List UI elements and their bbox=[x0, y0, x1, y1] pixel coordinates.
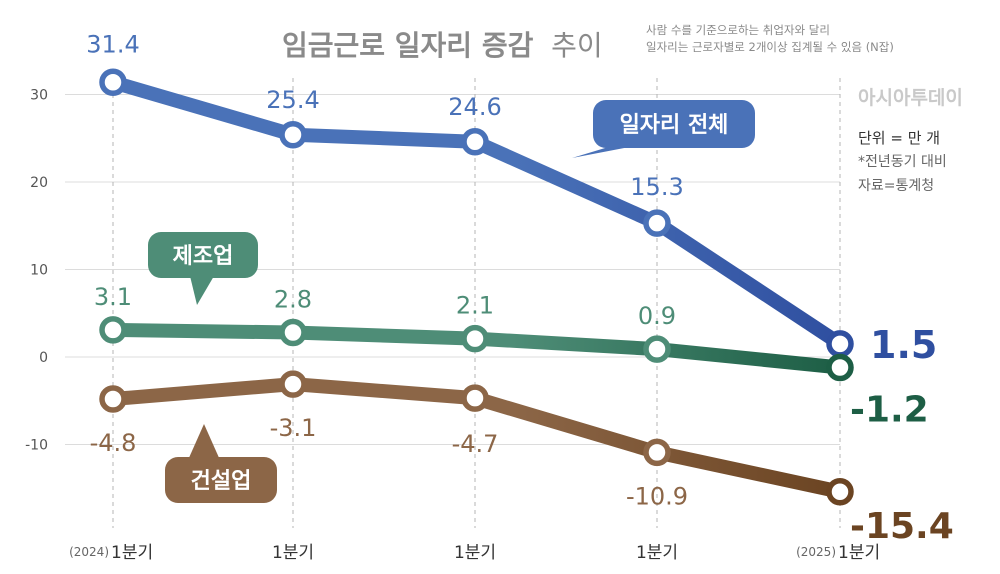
x-tick: 1분기 bbox=[272, 543, 314, 563]
callout-tail-construction bbox=[188, 424, 220, 460]
data-point-construction bbox=[279, 370, 307, 398]
data-label-total: 15.3 bbox=[630, 173, 683, 201]
y-tick-label: 30 bbox=[30, 88, 48, 104]
x-tick: (2025) 1분기 bbox=[796, 543, 880, 563]
data-label-construction: -4.8 bbox=[90, 429, 137, 457]
data-point-construction bbox=[461, 384, 489, 412]
data-label-manufacturing: 3.1 bbox=[94, 283, 132, 311]
callout-tail-total bbox=[572, 145, 640, 158]
data-point-manufacturing bbox=[643, 335, 671, 363]
data-point-manufacturing bbox=[279, 318, 307, 347]
chart-title-bold: 임금근로 일자리 증감 bbox=[282, 29, 534, 62]
callout-manufacturing: 제조업 bbox=[148, 232, 258, 305]
y-tick-label: 10 bbox=[30, 263, 48, 279]
series-points bbox=[99, 68, 854, 506]
y-axis-ticks: 30 20 10 0 -10 bbox=[25, 88, 48, 454]
x-tick: (2024) 1분기 bbox=[69, 543, 153, 563]
unit-note: 단위 = 만 개 bbox=[858, 129, 940, 147]
brand-logo: 아시아투데이 bbox=[858, 87, 963, 109]
data-point-construction bbox=[643, 438, 671, 467]
data-label-construction: -4.7 bbox=[452, 430, 499, 458]
chart-note-line1: 사람 수를 기준으로하는 취업자와 달리 bbox=[646, 23, 830, 37]
x-tick-year: (2024) bbox=[69, 545, 109, 559]
data-point-manufacturing bbox=[826, 353, 854, 382]
x-tick-label: 1분기 bbox=[454, 543, 496, 563]
data-label-manufacturing: 2.1 bbox=[456, 292, 494, 320]
data-point-total bbox=[99, 68, 127, 96]
data-point-manufacturing bbox=[461, 324, 489, 353]
data-label-total: 31.4 bbox=[86, 30, 139, 58]
series-name-manufacturing: 제조업 bbox=[173, 244, 234, 269]
chart-note-line2: 일자리는 근로자별로 2개이상 집계될 수 있음 (N잡) bbox=[646, 40, 894, 54]
x-tick-label: 1분기 bbox=[272, 543, 314, 563]
x-tick-label: 1분기 bbox=[636, 543, 678, 563]
data-point-total bbox=[461, 128, 489, 156]
data-point-total bbox=[826, 330, 854, 358]
y-tick-label: 20 bbox=[30, 175, 48, 191]
data-point-manufacturing bbox=[99, 316, 127, 344]
data-label-construction: -3.1 bbox=[270, 414, 317, 442]
data-point-construction bbox=[99, 385, 127, 413]
data-point-construction bbox=[826, 478, 854, 506]
source-note: 자료=통계청 bbox=[858, 178, 934, 194]
data-point-total bbox=[643, 209, 671, 237]
callout-tail-manufacturing bbox=[190, 276, 214, 305]
callout-box-construction bbox=[165, 457, 277, 503]
basis-note: *전년동기 대비 bbox=[858, 154, 947, 170]
x-tick: 1분기 bbox=[454, 543, 496, 563]
x-tick: 1분기 bbox=[636, 543, 678, 563]
data-label-manufacturing-final: -1.2 bbox=[850, 390, 929, 431]
data-labels: 31.4 25.4 24.6 15.3 1.5 3.1 2.8 2.1 0.9 -1.2 -4.8 -… bbox=[86, 30, 953, 547]
x-tick-label: 1분기 bbox=[838, 543, 880, 563]
data-label-manufacturing: 0.9 bbox=[638, 302, 676, 330]
data-label-manufacturing: 2.8 bbox=[274, 286, 312, 314]
data-point-total bbox=[279, 121, 307, 149]
data-label-total: 25.4 bbox=[266, 86, 319, 114]
data-label-construction-final: -15.4 bbox=[850, 506, 954, 547]
chart-title-light: 추이 bbox=[551, 29, 603, 62]
y-tick-label: -10 bbox=[25, 438, 48, 454]
callout-box-manufacturing bbox=[148, 232, 258, 278]
data-label-total: 24.6 bbox=[448, 93, 501, 121]
x-tick-label: 1분기 bbox=[111, 543, 153, 563]
callout-construction: 건설업 bbox=[165, 424, 277, 503]
y-tick-label: 0 bbox=[39, 350, 48, 366]
data-label-construction: -10.9 bbox=[626, 482, 688, 510]
series-name-construction: 건설업 bbox=[191, 469, 252, 494]
chart-title: 임금근로 일자리 증감 추이 bbox=[282, 29, 603, 62]
x-tick-year: (2025) bbox=[796, 545, 836, 559]
x-axis-ticks: (2024) 1분기 1분기 1분기 1분기 (2025) 1분기 bbox=[69, 543, 880, 563]
callout-box-total bbox=[593, 100, 755, 148]
series-name-total: 일자리 전체 bbox=[620, 113, 729, 138]
callout-total: 일자리 전체 bbox=[572, 100, 755, 158]
data-label-total-final: 1.5 bbox=[870, 323, 937, 367]
